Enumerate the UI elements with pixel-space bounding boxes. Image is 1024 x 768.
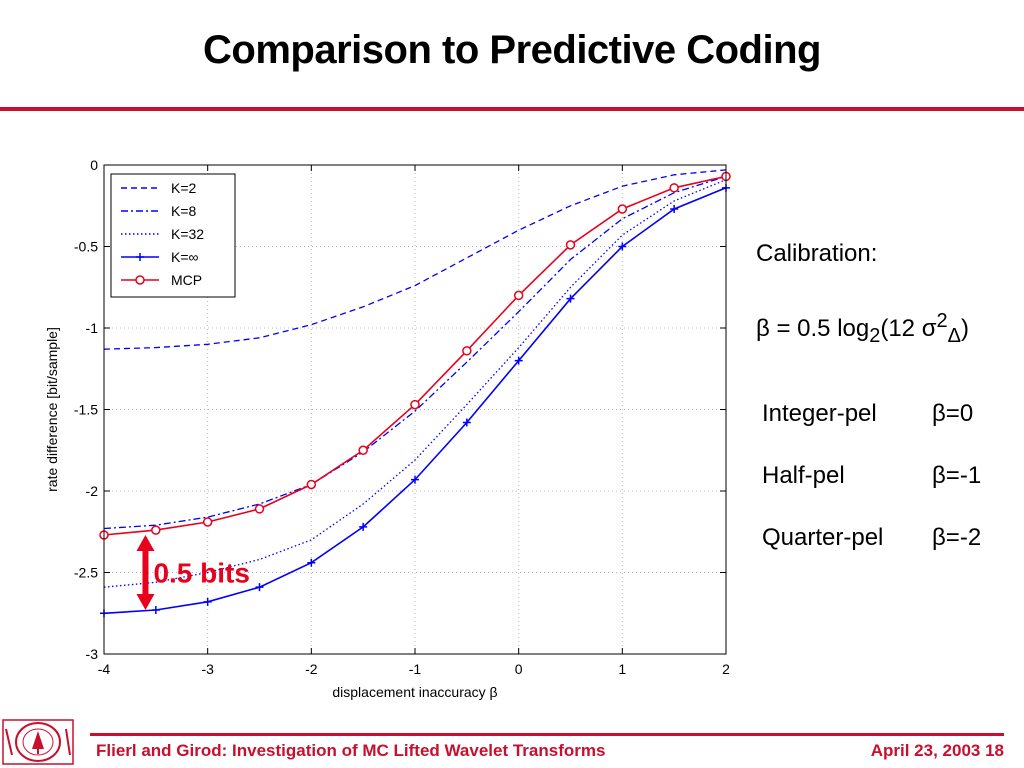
data-point-plus bbox=[359, 522, 368, 531]
data-point-plus bbox=[514, 356, 523, 365]
data-point-plus bbox=[618, 242, 627, 251]
legend-label: MCP bbox=[171, 272, 202, 288]
x-tick-label: -3 bbox=[201, 661, 214, 677]
series-layer bbox=[99, 169, 731, 618]
data-point-plus bbox=[151, 605, 160, 614]
legend: K=2 K=8 K=32 K=∞ MCP bbox=[110, 173, 236, 298]
y-tick-label: -0.5 bbox=[74, 239, 98, 255]
data-point-circle bbox=[306, 479, 317, 490]
data-point-circle bbox=[358, 445, 368, 455]
formula-lead: β = 0.5 log bbox=[756, 315, 870, 342]
data-point-circle bbox=[462, 346, 472, 356]
data-point-plus bbox=[411, 475, 419, 484]
pel-row-half: Half-pel β=-1 bbox=[762, 462, 981, 490]
slide-title: Comparison to Predictive Coding bbox=[203, 28, 821, 72]
legend-label: K=2 bbox=[171, 180, 197, 196]
data-point-plus bbox=[462, 418, 471, 427]
formula-delta: Δ bbox=[947, 324, 961, 347]
data-point-circle bbox=[151, 525, 161, 535]
tick-labels: -4 -3 -2 -1 0 1 20-0.5-1-1.5-2-2.5-3 bbox=[74, 157, 730, 677]
y-tick-label: 0 bbox=[90, 157, 98, 173]
data-point-circle bbox=[410, 399, 420, 410]
formula-mid: (12 σ bbox=[880, 315, 937, 342]
pel-name: Integer-pel bbox=[762, 400, 877, 427]
footer-date-page: April 23, 2003 18 bbox=[870, 741, 1004, 760]
data-point-circle bbox=[669, 183, 679, 193]
pel-value: β=-2 bbox=[932, 524, 982, 551]
footer-divider bbox=[90, 733, 1004, 736]
x-axis-label: displacement inaccuracy β bbox=[332, 684, 497, 700]
pel-name: Half-pel bbox=[762, 462, 845, 489]
y-tick-label: -1.5 bbox=[74, 402, 98, 418]
data-point-plus bbox=[670, 205, 679, 214]
y-tick-label: -3 bbox=[86, 646, 99, 662]
calibration-title: Calibration: bbox=[756, 240, 878, 267]
data-point-circle bbox=[202, 517, 213, 527]
data-point-plus bbox=[136, 253, 144, 261]
calibration-formula: β = 0.5 log2(12 σ2Δ) bbox=[756, 310, 969, 348]
x-tick-label: -1 bbox=[409, 661, 422, 677]
plot-frame bbox=[103, 164, 727, 655]
data-point-plus bbox=[203, 597, 212, 606]
data-point-plus bbox=[566, 294, 575, 303]
annotation-arrow-head-bottom bbox=[136, 593, 155, 610]
data-point-circle bbox=[565, 240, 576, 250]
y-tick-label: -2 bbox=[86, 483, 99, 499]
university-seal-logo bbox=[2, 719, 74, 765]
annotation-layer: 0.5 bits bbox=[136, 535, 250, 610]
legend-label: K=32 bbox=[171, 226, 204, 242]
series-1 bbox=[103, 175, 727, 530]
formula-log-base: 2 bbox=[869, 324, 881, 347]
legend-label: K=8 bbox=[171, 203, 197, 219]
x-tick-label: -4 bbox=[98, 661, 111, 677]
series-2 bbox=[103, 179, 727, 588]
series-line bbox=[103, 175, 727, 530]
x-tick-label: 1 bbox=[618, 661, 626, 677]
y-tick-label: -2.5 bbox=[74, 565, 98, 581]
legend-label: K=∞ bbox=[171, 249, 199, 265]
y-tick-label: -1 bbox=[86, 320, 99, 336]
data-point-plus bbox=[255, 583, 264, 592]
pel-row-quarter: Quarter-pel β=-2 bbox=[762, 524, 981, 552]
x-tick-label: 0 bbox=[515, 661, 523, 677]
title-divider bbox=[0, 107, 1024, 111]
y-axis-label: rate difference [bit/sample] bbox=[44, 327, 60, 492]
formula-tail: ) bbox=[961, 315, 969, 342]
series-4 bbox=[99, 171, 731, 540]
formula-square: 2 bbox=[936, 310, 948, 332]
series-3 bbox=[100, 183, 730, 618]
series-line bbox=[103, 169, 727, 350]
footer-citation: Flierl and Girod: Investigation of MC Li… bbox=[96, 741, 606, 760]
series-line bbox=[103, 179, 727, 588]
data-point-circle bbox=[617, 204, 628, 214]
legend-box bbox=[110, 173, 236, 298]
pel-value: β=-1 bbox=[932, 462, 982, 489]
x-tick-label: 2 bbox=[722, 661, 730, 677]
pel-name: Quarter-pel bbox=[762, 524, 884, 551]
x-tick-label: -2 bbox=[305, 661, 318, 677]
data-point-plus bbox=[307, 558, 316, 567]
data-point-circle bbox=[513, 290, 524, 301]
rate-difference-chart: -4 -3 -2 -1 0 1 20-0.5-1-1.5-2-2.5-3 K=2K=8K=3… bbox=[44, 157, 731, 700]
data-point-circle bbox=[135, 275, 145, 285]
annotation-label: 0.5 bits bbox=[153, 558, 249, 589]
data-point-circle bbox=[254, 504, 265, 514]
pel-value: β=0 bbox=[932, 400, 974, 427]
pel-row-integer: Integer-pel β=0 bbox=[762, 400, 973, 428]
annotation-arrow-head-top bbox=[136, 535, 155, 552]
series-0 bbox=[103, 169, 727, 350]
